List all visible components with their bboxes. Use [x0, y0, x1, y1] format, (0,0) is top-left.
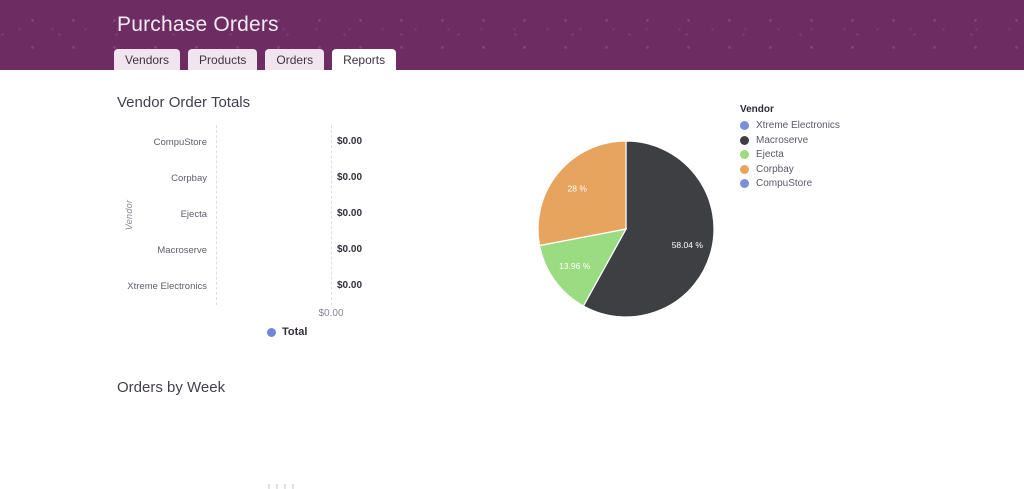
pie-slice-corpbay [537, 140, 627, 247]
section-title-orders-by-week: Orders by Week [117, 379, 226, 396]
bar-row-compustore: CompuStore $0.00 [110, 135, 390, 151]
tab-vendors[interactable]: Vendors [114, 49, 181, 70]
bar-row-xtreme-electronics: Xtreme Electronics $0.00 [110, 279, 390, 295]
bar-category-label: Macroserve [157, 245, 207, 256]
bar-category-label: Corpbay [171, 173, 207, 184]
pie-legend-item-compustore[interactable]: CompuStore [740, 178, 840, 190]
legend-swatch-total [267, 327, 276, 337]
legend-label: Xtreme Electronics [756, 120, 840, 132]
pie-legend-item-ejecta[interactable]: Ejecta [740, 149, 840, 161]
legend-swatch [740, 179, 749, 189]
legend-swatch [740, 150, 749, 160]
pie-slice-percent-label: 58.04 % [672, 240, 704, 250]
legend-label: Macroserve [756, 134, 809, 146]
clipped-chart-fragment [268, 484, 294, 489]
legend-swatch [740, 135, 749, 145]
tab-products[interactable]: Products [188, 49, 258, 70]
bar-chart-gridline [331, 125, 332, 305]
bar-row-macroserve: Macroserve $0.00 [110, 243, 390, 259]
bar-value-label: $0.00 [337, 244, 363, 255]
bar-row-ejecta: Ejecta $0.00 [110, 207, 390, 223]
tab-bar: Vendors Products Orders Reports [114, 49, 397, 70]
legend-label: Corpbay [756, 163, 794, 175]
app-header: Purchase Orders Vendors Products Orders Rep… [0, 0, 1024, 70]
bar-value-label: $0.00 [337, 280, 363, 291]
bar-chart-legend-item-total[interactable]: Total [267, 326, 307, 338]
bar-chart-x-tick: $0.00 [318, 308, 344, 319]
bar-value-label: $0.00 [337, 136, 363, 147]
tab-reports[interactable]: Reports [332, 49, 397, 70]
bar-category-label: CompuStore [153, 137, 207, 148]
bar-category-label: Ejecta [180, 209, 207, 220]
bar-category-label: Xtreme Electronics [127, 281, 207, 292]
legend-swatch [740, 164, 749, 174]
bar-chart-gridline [216, 125, 217, 305]
pie-legend: Vendor Xtreme Electronics Macroserve Eject… [740, 104, 840, 194]
section-title-vendor-order-totals: Vendor Order Totals [117, 94, 251, 111]
pie-legend-title: Vendor [740, 104, 774, 115]
bar-value-label: $0.00 [337, 172, 363, 183]
vendor-pie-chart: 58.04 % 13.96 % 28 % [537, 140, 715, 318]
pie-legend-item-macroserve[interactable]: Macroserve [740, 134, 840, 146]
pie-legend-item-xtreme-electronics[interactable]: Xtreme Electronics [740, 120, 840, 132]
pie-legend-item-corpbay[interactable]: Corpbay [740, 163, 840, 175]
legend-swatch [740, 121, 749, 131]
bar-value-label: $0.00 [337, 208, 363, 219]
legend-label: CompuStore [756, 178, 813, 190]
legend-label-total: Total [282, 326, 308, 338]
pie-slice-percent-label: 28 % [568, 184, 588, 194]
tab-orders[interactable]: Orders [265, 49, 325, 70]
pie-slice-percent-label: 13.96 % [559, 261, 591, 271]
pie-slice-ejecta [538, 228, 628, 307]
page-title: Purchase Orders [117, 13, 279, 36]
vendor-order-totals-bar-chart: Vendor CompuStore $0.00 Corpbay $0.00 Ejecta… [110, 120, 390, 350]
legend-label: Ejecta [756, 149, 784, 161]
pie-slice-macroserve [582, 140, 715, 318]
bar-row-corpbay: Corpbay $0.00 [110, 171, 390, 187]
